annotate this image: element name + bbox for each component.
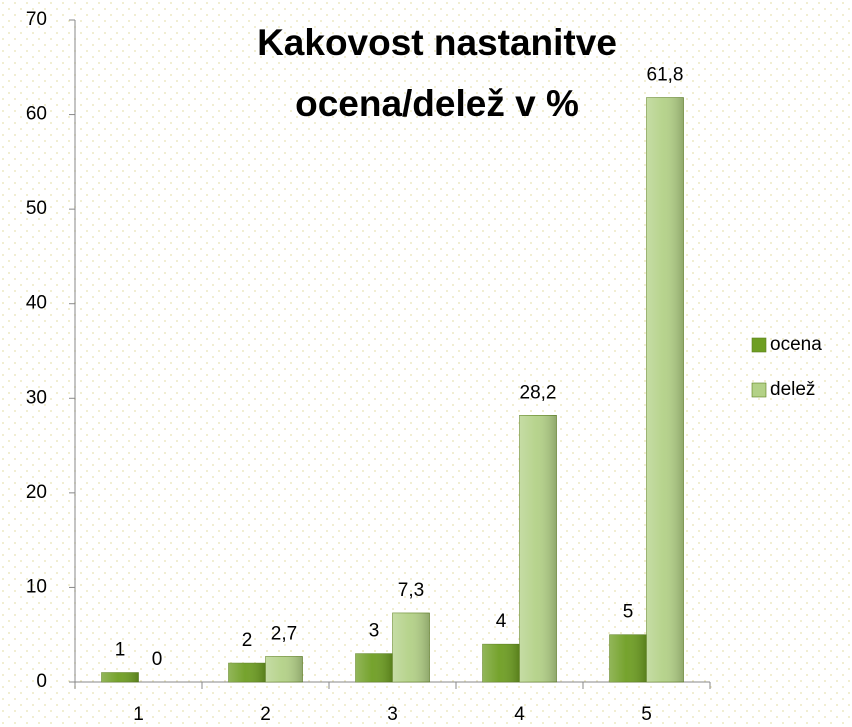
- bar-shine: [355, 653, 393, 682]
- bar-shine: [392, 612, 430, 682]
- bar-shine: [646, 97, 684, 682]
- bar-shine: [265, 656, 303, 682]
- legend-label: delež: [770, 379, 815, 400]
- chart-title: ocena/delež v %: [295, 83, 579, 124]
- y-tick-label: 50: [26, 198, 47, 219]
- data-label: 61,8: [647, 65, 684, 86]
- y-tick-label: 10: [26, 576, 47, 597]
- legend-swatch: [751, 382, 767, 398]
- data-label: 0: [152, 649, 163, 670]
- chart-title: Kakovost nastanitve: [257, 22, 617, 63]
- bar-shine: [228, 663, 266, 682]
- bar-shine: [519, 415, 557, 682]
- y-tick-label: 30: [26, 387, 47, 408]
- data-label: 3: [369, 621, 380, 642]
- data-label: 28,2: [520, 382, 557, 403]
- data-label: 2: [242, 630, 253, 651]
- data-label: 7,3: [398, 580, 424, 601]
- data-label: 5: [623, 602, 634, 623]
- x-tick-label: 1: [133, 704, 144, 725]
- x-tick-label: 3: [387, 704, 398, 725]
- data-label: 1: [115, 640, 126, 661]
- y-tick-label: 20: [26, 482, 47, 503]
- legend-swatch: [751, 337, 767, 353]
- data-label: 2,7: [271, 623, 297, 644]
- y-tick-label: 70: [26, 9, 47, 30]
- y-tick-label: 0: [36, 671, 47, 692]
- x-tick-label: 5: [641, 704, 652, 725]
- bar-shine: [609, 634, 647, 682]
- data-label: 4: [496, 611, 507, 632]
- x-tick-label: 4: [514, 704, 525, 725]
- bar-shine: [482, 644, 520, 682]
- y-tick-label: 60: [26, 104, 47, 125]
- x-tick-label: 2: [260, 704, 271, 725]
- legend-label: ocena: [770, 334, 822, 355]
- bar-shine: [101, 672, 139, 682]
- y-tick-label: 40: [26, 293, 47, 314]
